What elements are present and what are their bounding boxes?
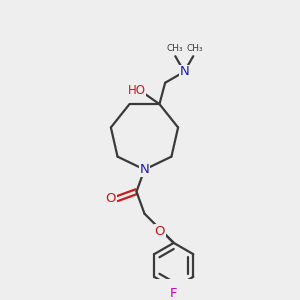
Text: F: F — [170, 286, 178, 300]
Text: CH₃: CH₃ — [186, 44, 203, 53]
Text: N: N — [179, 65, 189, 78]
Text: O: O — [154, 225, 165, 238]
Text: CH₃: CH₃ — [167, 44, 184, 53]
Text: N: N — [140, 163, 149, 176]
Text: HO: HO — [128, 84, 146, 98]
Text: O: O — [106, 192, 116, 205]
